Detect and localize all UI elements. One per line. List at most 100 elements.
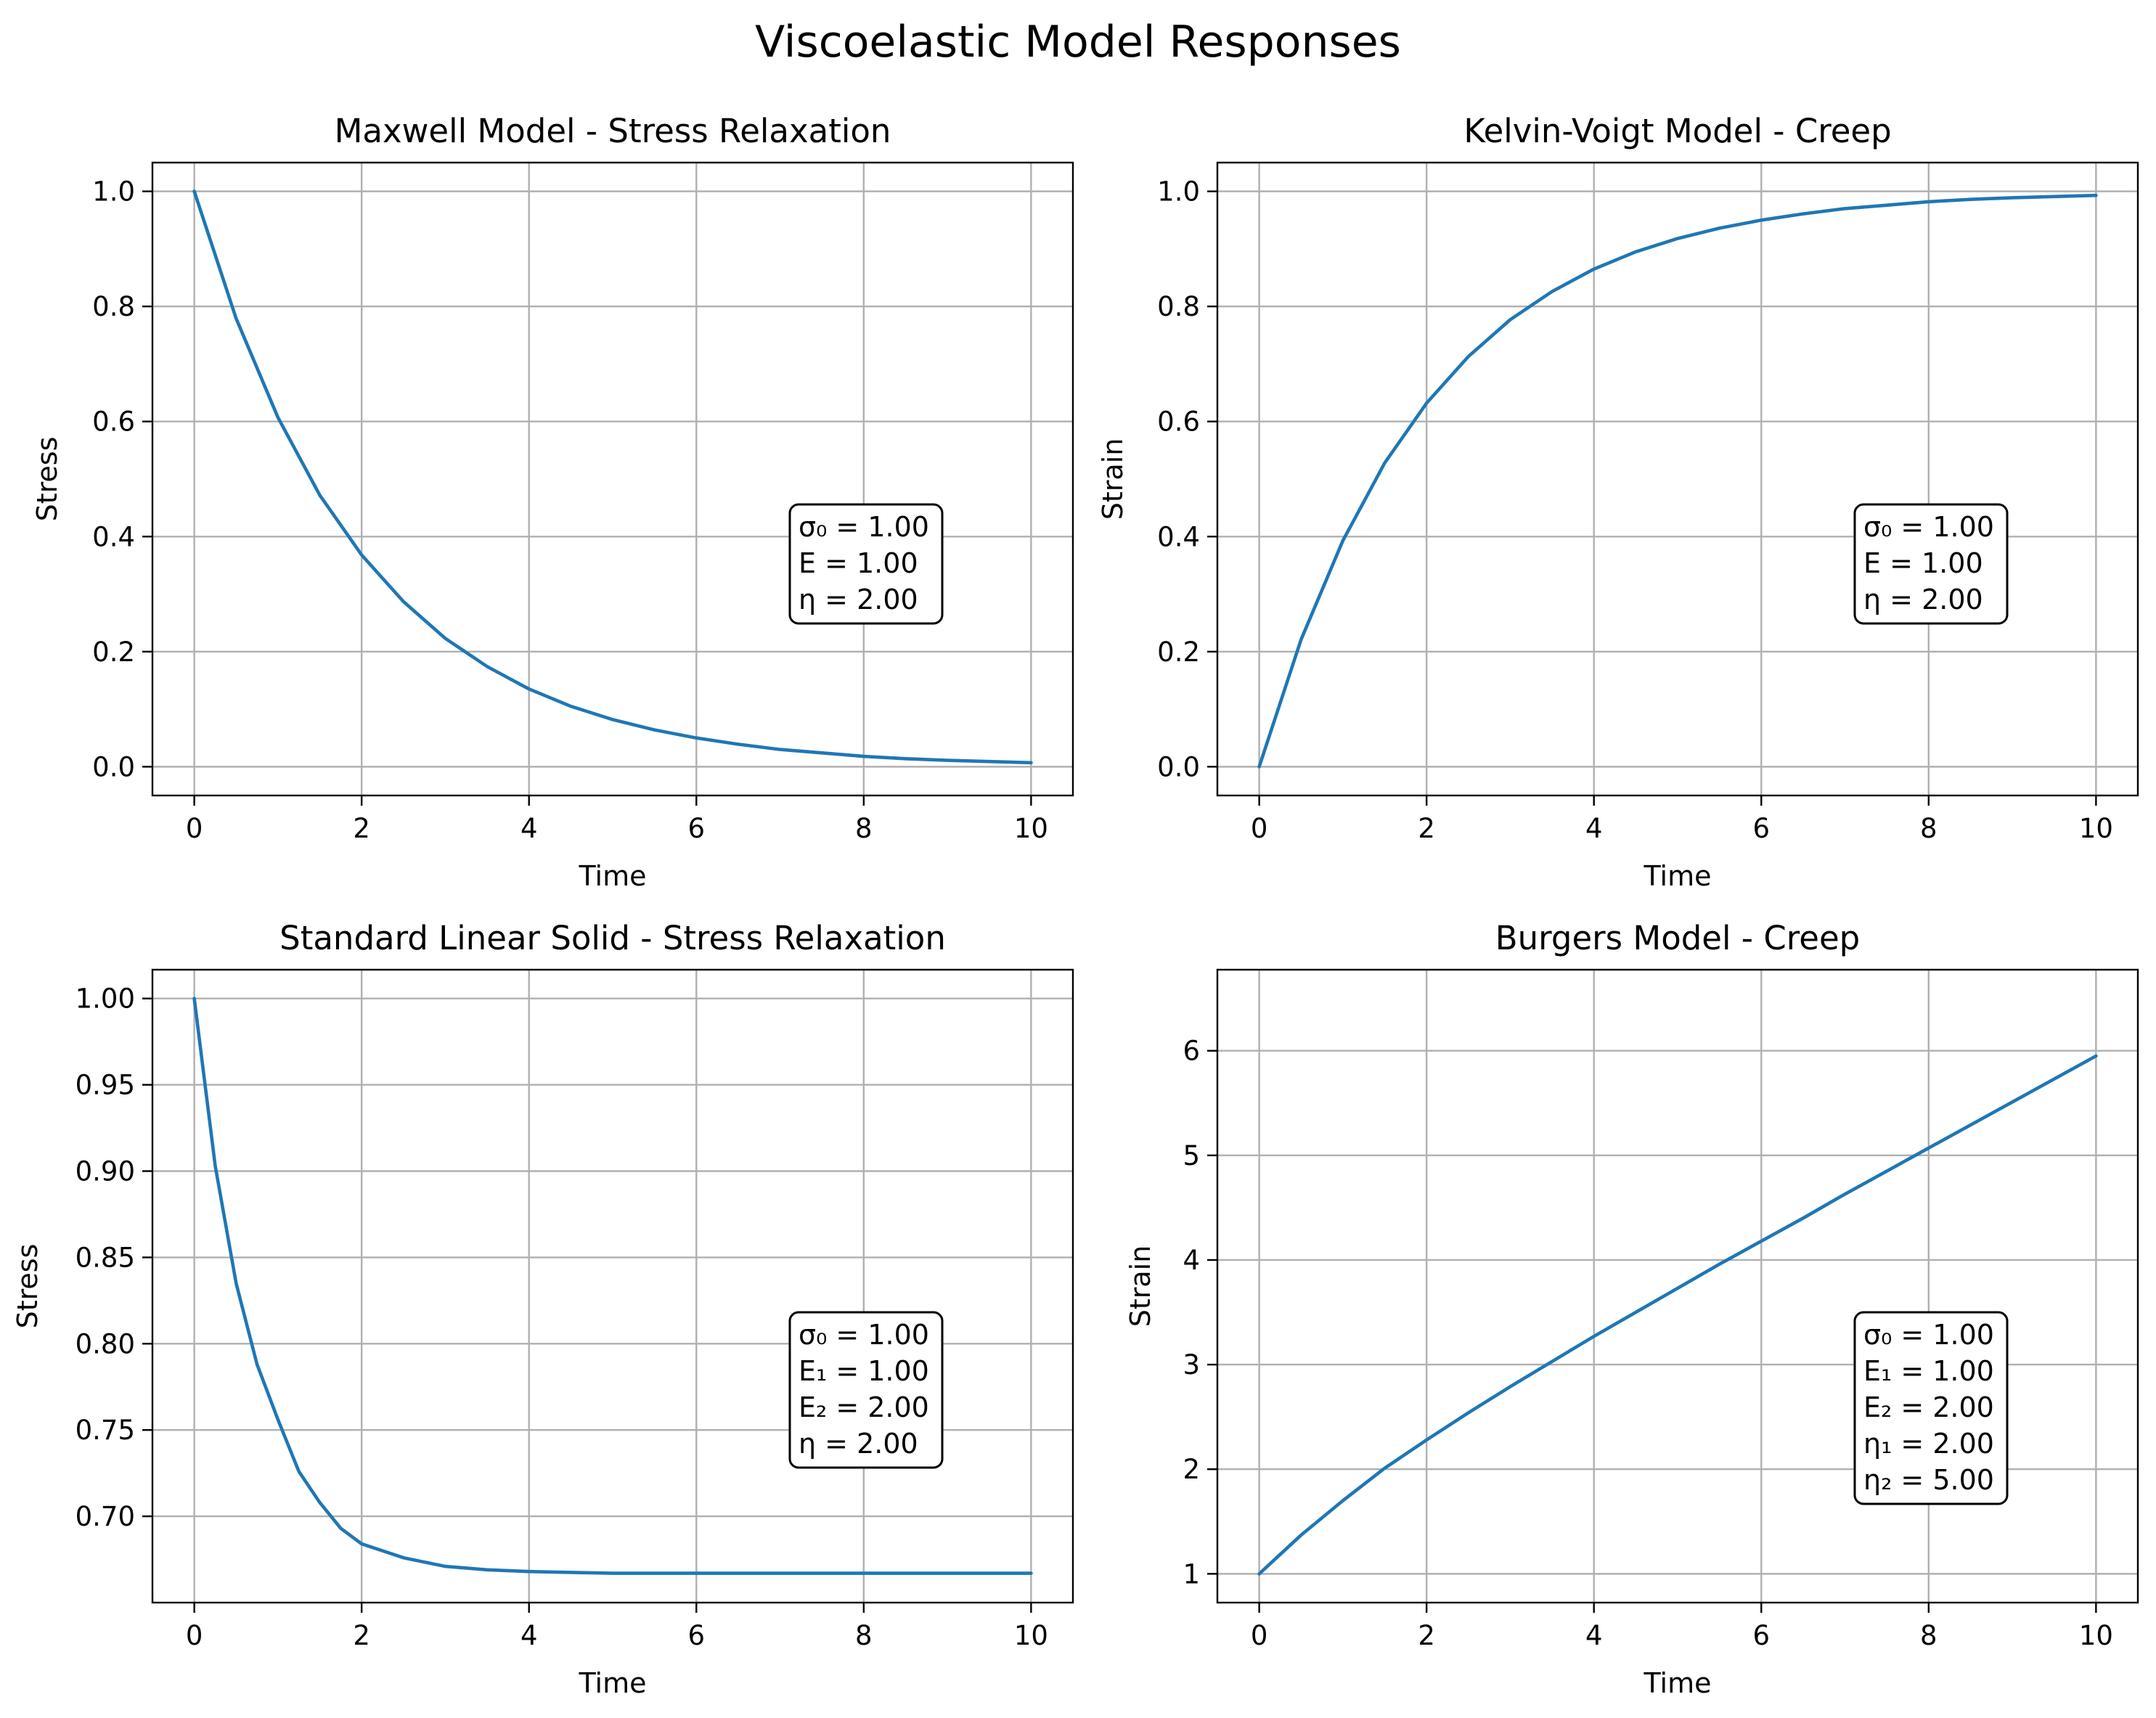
y-tick-label: 0.6	[92, 406, 135, 438]
x-axis-label: Time	[579, 860, 647, 892]
x-tick-label: 4	[520, 1620, 538, 1651]
series-line-1	[1257, 193, 2098, 769]
y-tick-label: 0.2	[1157, 637, 1200, 668]
y-tick-label: 2	[1183, 1454, 1200, 1485]
x-tick-label: 2	[1418, 1620, 1435, 1651]
annotation-box	[788, 1311, 944, 1469]
y-axis-label: Stress	[12, 1244, 44, 1329]
y-tick-label: 1.0	[92, 176, 135, 208]
annotation-line: E₂ = 2.00	[1863, 1391, 1994, 1423]
parameter-annotation: σ₀ = 1.00 E = 1.00 η = 2.00	[1853, 503, 2009, 625]
y-tick-label: 0.4	[92, 521, 135, 552]
subplot-2: 0 2 4 6 8 10 0.0 0.2 0.4 0.6 0.8 1.0 Kelvin-Voigt Mo…	[1097, 112, 2139, 892]
x-tick-label: 6	[1752, 1620, 1770, 1651]
annotation-line: E = 1.00	[1863, 547, 1983, 579]
parameter-annotation: σ₀ = 1.00 E₁ = 1.00 E₂ = 2.00 η = 2.00	[788, 1311, 944, 1469]
y-tick-label: 0.4	[1157, 521, 1200, 552]
annotation-line: σ₀ = 1.00	[1863, 1319, 1994, 1351]
annotation-line: σ₀ = 1.00	[799, 511, 929, 543]
y-axis-label: Strain	[1097, 438, 1129, 520]
annotation-line: η = 2.00	[799, 584, 918, 615]
x-axis-label: Time	[579, 1667, 647, 1699]
x-axis-label: Time	[1643, 1667, 1712, 1699]
subplot-title: Kelvin-Voigt Model - Creep	[1463, 112, 1891, 150]
y-tick-label: 0.75	[75, 1415, 135, 1446]
subplot-3: 0 2 4 6 8 10 0.70 0.75 0.80 0.85 0.90 0.95 1.00 Stand…	[12, 919, 1074, 1699]
parameter-annotation: σ₀ = 1.00 E₁ = 1.00 E₂ = 2.00 η₁ = 2.00 η₂ =…	[1853, 1311, 2009, 1505]
x-tick-label: 8	[1920, 813, 1937, 844]
x-tick-label: 0	[1251, 813, 1268, 844]
y-axis-label: Stress	[31, 437, 63, 522]
y-tick-label: 0.85	[75, 1242, 135, 1273]
y-tick-label: 1	[1183, 1558, 1200, 1590]
x-tick-label: 6	[687, 1620, 705, 1651]
axes-frame	[151, 968, 1074, 1604]
y-tick-label: 5	[1183, 1140, 1200, 1171]
series-line-1	[192, 189, 1033, 765]
x-tick-label: 2	[1418, 813, 1435, 844]
annotation-line: η = 2.00	[1863, 584, 1983, 615]
y-tick-label: 0.95	[75, 1070, 135, 1101]
annotation-line: E₂ = 2.00	[799, 1391, 929, 1423]
x-tick-label: 10	[1014, 1620, 1048, 1651]
x-tick-label: 4	[520, 813, 538, 844]
annotation-line: E = 1.00	[799, 547, 918, 579]
annotation-line: E₁ = 1.00	[1863, 1355, 1994, 1387]
y-tick-label: 0.6	[1157, 406, 1200, 438]
figure-title: Viscoelastic Model Responses	[755, 17, 1401, 68]
y-tick-label: 0.90	[75, 1156, 135, 1187]
y-tick-label: 6	[1183, 1036, 1200, 1067]
annotation-box	[1853, 1311, 2009, 1505]
y-axis-label: Strain	[1124, 1245, 1156, 1328]
x-tick-label: 6	[687, 813, 705, 844]
annotation-box	[788, 503, 944, 625]
y-tick-label: 3	[1183, 1349, 1200, 1380]
y-tick-label: 0.8	[92, 291, 135, 322]
x-tick-label: 0	[186, 1620, 203, 1651]
x-tick-label: 6	[1752, 813, 1770, 844]
subplot-title: Burgers Model - Creep	[1495, 919, 1860, 957]
axes-frame	[1216, 161, 2139, 797]
axes-frame	[1216, 968, 2139, 1604]
series-line-1	[192, 997, 1033, 1575]
y-tick-label: 0.80	[75, 1328, 135, 1359]
annotation-line: σ₀ = 1.00	[799, 1319, 929, 1351]
annotation-line: η = 2.00	[799, 1428, 918, 1460]
y-tick-label: 1.0	[1157, 176, 1200, 208]
x-tick-label: 8	[855, 1620, 873, 1651]
parameter-annotation: σ₀ = 1.00 E = 1.00 η = 2.00	[788, 503, 944, 625]
x-tick-label: 2	[353, 1620, 370, 1651]
y-tick-label: 4	[1183, 1245, 1200, 1276]
y-tick-label: 1.00	[75, 983, 135, 1015]
annotation-line: E₁ = 1.00	[799, 1355, 929, 1387]
subplot-1: 0 2 4 6 8 10 0.0 0.2 0.4 0.6 0.8 1.0 Maxwell Model -…	[31, 112, 1074, 892]
x-tick-label: 4	[1585, 1620, 1603, 1651]
x-tick-label: 8	[855, 813, 873, 844]
subplot-title: Standard Linear Solid - Stress Relaxatio…	[279, 919, 946, 957]
y-tick-label: 0.0	[1157, 751, 1200, 782]
y-tick-label: 0.70	[75, 1501, 135, 1532]
x-tick-label: 4	[1585, 813, 1603, 844]
x-tick-label: 0	[1251, 1620, 1268, 1651]
annotation-box	[1853, 503, 2009, 625]
annotation-line: σ₀ = 1.00	[1863, 511, 1994, 543]
annotation-line: η₂ = 5.00	[1863, 1464, 1994, 1496]
x-tick-label: 10	[2079, 813, 2113, 844]
x-tick-label: 8	[1920, 1620, 1937, 1651]
y-tick-label: 0.2	[92, 637, 135, 668]
x-tick-label: 0	[186, 813, 203, 844]
annotation-line: η₁ = 2.00	[1863, 1428, 1994, 1460]
y-tick-label: 0.0	[92, 751, 135, 782]
x-tick-label: 10	[2079, 1620, 2113, 1651]
x-tick-label: 2	[353, 813, 370, 844]
x-tick-label: 10	[1014, 813, 1048, 844]
series-line-1	[1257, 1054, 2098, 1576]
axes-frame	[151, 161, 1074, 797]
y-tick-label: 0.8	[1157, 291, 1200, 322]
x-axis-label: Time	[1643, 860, 1712, 892]
subplot-title: Maxwell Model - Stress Relaxation	[335, 112, 891, 150]
